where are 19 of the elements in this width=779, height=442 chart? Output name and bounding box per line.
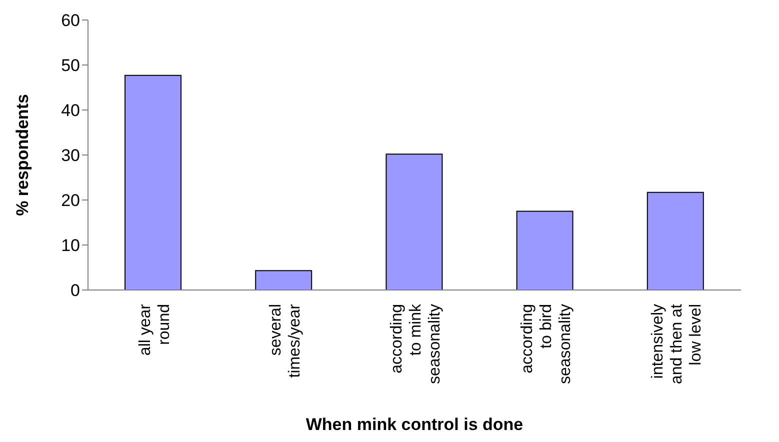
bar	[386, 154, 443, 290]
bar	[124, 74, 182, 290]
y-tick-label: 50	[61, 56, 80, 76]
y-tick-label: 0	[70, 281, 80, 300]
y-tick-label: 40	[61, 101, 80, 120]
bar	[646, 192, 704, 290]
y-tick-label: 20	[61, 191, 80, 210]
y-axis-title: % respondents	[13, 94, 32, 216]
x-tick-label: according to mink seasonality	[388, 303, 444, 384]
bar	[255, 270, 312, 290]
x-tick-label: according to bird seasonality	[519, 304, 574, 384]
y-tick-label: 30	[61, 146, 80, 166]
x-axis-title: When mink control is done	[306, 415, 524, 434]
bar	[516, 210, 574, 290]
x-tick-label: several times/year	[267, 303, 304, 378]
x-tick-label: intensively and then at low level	[650, 303, 705, 384]
x-tick-label: all year round	[136, 303, 173, 356]
y-tick-label: 10	[61, 236, 80, 256]
y-tick-label: 60	[61, 11, 80, 30]
